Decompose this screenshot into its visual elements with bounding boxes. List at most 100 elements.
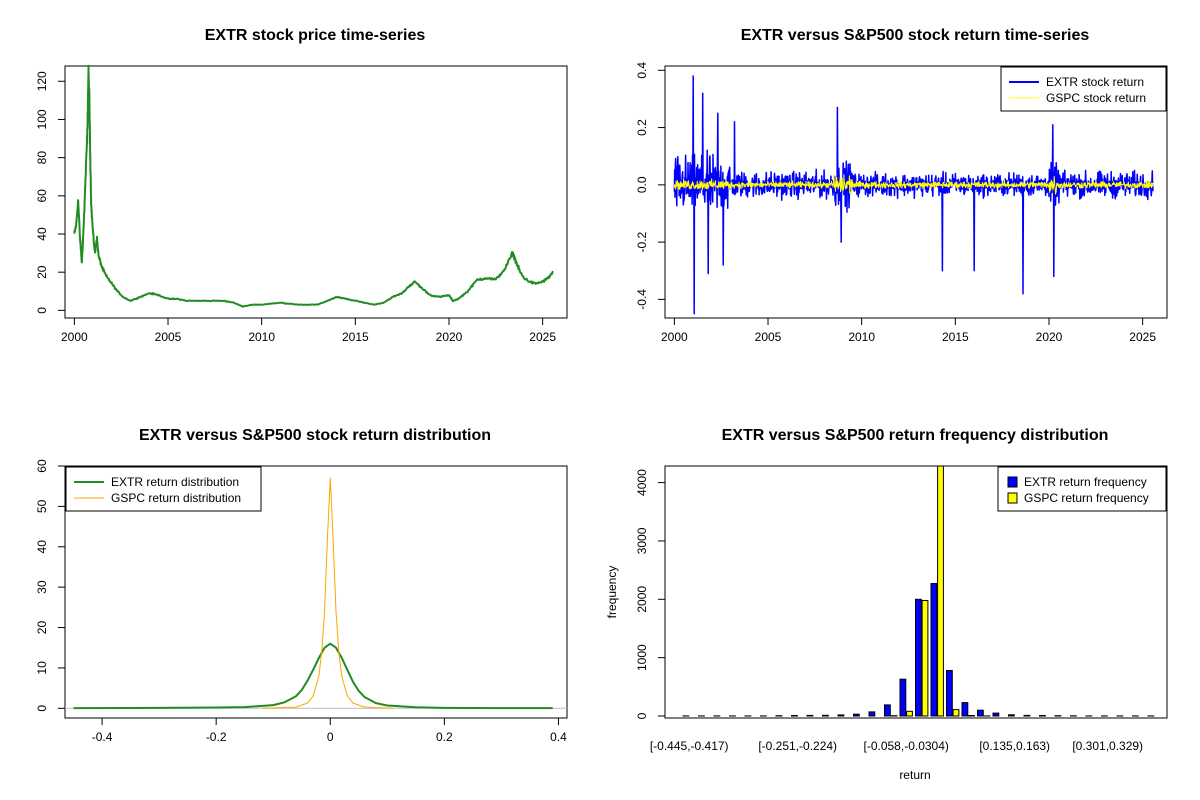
extr-frequency-bar: [837, 714, 845, 717]
extr-frequency-bar: [853, 713, 860, 717]
histogram-chart: EXTR versus S&P500 return frequency dist…: [605, 427, 1168, 782]
returns-x-tick-label: 2010: [848, 330, 875, 344]
density-x-tick-label: -0.4: [92, 730, 113, 744]
density-x-tick-label: 0.2: [436, 730, 453, 744]
gspc-frequency-bar: [968, 715, 975, 717]
density-y-tick-label: 10: [35, 661, 49, 675]
density-y-tick-label: 60: [35, 459, 49, 473]
returns-y-tick-label: 0.2: [635, 119, 649, 136]
extr-frequency-bar: [822, 714, 829, 717]
density-legend-label: GSPC return distribution: [111, 491, 241, 505]
density-y-tick-label: 50: [35, 499, 49, 513]
returns-x-axis: 2000 2005 2010 2015 2020 2025: [661, 317, 1156, 344]
density-y-tick-label: 20: [35, 621, 49, 635]
price-x-tick-label: 2025: [529, 330, 556, 344]
price-chart-title: EXTR stock price time-series: [205, 27, 426, 44]
extr-frequency-bar: [946, 670, 953, 717]
density-chart: EXTR versus S&P500 stock return distribu…: [35, 427, 568, 744]
histogram-series: [682, 465, 1155, 717]
price-chart: EXTR stock price time-series 2000 2005 201…: [35, 27, 568, 344]
price-y-tick-label: 80: [35, 151, 49, 165]
extr-frequency-bar: [915, 598, 922, 717]
price-y-tick-label: 0: [35, 307, 49, 314]
price-y-axis: 0 20 40 60 80 100 120: [35, 71, 66, 314]
returns-y-tick-label: 0.4: [635, 62, 649, 79]
returns-legend: EXTR stock return GSPC stock return: [1000, 66, 1167, 112]
histogram-x-label: return: [899, 768, 930, 782]
returns-x-tick-label: 2015: [942, 330, 969, 344]
price-x-tick-label: 2005: [155, 330, 182, 344]
histogram-legend: EXTR return frequency GSPC return frequen…: [997, 466, 1167, 512]
histogram-x-tick-label: [0.301,0.329): [1072, 739, 1143, 753]
histogram-legend-swatch: [1007, 492, 1018, 504]
histogram-y-label: frequency: [605, 566, 619, 619]
returns-legend-box: [1000, 66, 1167, 112]
extr-frequency-bar: [868, 711, 876, 717]
histogram-x-axis: [-0.445,-0.417) [-0.251,-0.224) [-0.058,-0…: [650, 739, 1143, 753]
price-x-tick-label: 2015: [342, 330, 369, 344]
histogram-y-tick-label: 4000: [635, 469, 649, 496]
gspc-frequency-bar: [921, 600, 929, 717]
returns-y-tick-label: -0.4: [635, 289, 649, 310]
returns-x-tick-label: 2005: [755, 330, 782, 344]
density-y-tick-label: 0: [35, 705, 49, 712]
histogram-x-tick-label: [-0.445,-0.417): [650, 739, 729, 753]
returns-legend-label: EXTR stock return: [1046, 75, 1144, 89]
extr-frequency-bar: [930, 583, 938, 717]
returns-y-axis: -0.4 -0.2 0.0 0.2 0.4: [635, 62, 666, 310]
histogram-y-tick-label: 1000: [635, 644, 649, 671]
density-y-axis: 0 10 20 30 40 50 60: [35, 459, 66, 712]
histogram-x-tick-label: [-0.251,-0.224): [758, 739, 837, 753]
density-legend: EXTR return distribution GSPC return dist…: [65, 466, 262, 512]
histogram-y-tick-label: 2000: [635, 586, 649, 613]
returns-legend-label: GSPC stock return: [1046, 91, 1146, 105]
density-y-tick-label: 40: [35, 540, 49, 554]
density-x-axis: -0.4 -0.2 0 0.2 0.4: [92, 717, 567, 744]
histogram-y-tick-label: 3000: [635, 527, 649, 554]
histogram-legend-box: [997, 466, 1167, 512]
price-x-tick-label: 2010: [248, 330, 275, 344]
returns-chart-title: EXTR versus S&P500 stock return time-ser…: [741, 27, 1090, 44]
extr-frequency-bar: [806, 714, 814, 717]
returns-x-tick-label: 2000: [661, 330, 688, 344]
extr-return-line: [673, 75, 1154, 315]
price-y-tick-label: 40: [35, 227, 49, 241]
price-y-tick-label: 20: [35, 265, 49, 279]
histogram-x-tick-label: [-0.058,-0.0304): [864, 739, 949, 753]
histogram-legend-label: GSPC return frequency: [1024, 491, 1149, 505]
returns-y-tick-label: -0.2: [635, 231, 649, 252]
density-legend-box: [65, 466, 262, 512]
density-legend-label: EXTR return distribution: [111, 475, 239, 489]
density-x-tick-label: 0.4: [550, 730, 567, 744]
returns-chart: EXTR versus S&P500 stock return time-ser…: [635, 27, 1168, 344]
returns-x-tick-label: 2020: [1036, 330, 1063, 344]
price-y-tick-label: 60: [35, 189, 49, 203]
extr-frequency-bar: [977, 709, 984, 717]
returns-y-tick-label: 0.0: [635, 176, 649, 193]
extr-frequency-bar: [1023, 714, 1031, 717]
histogram-legend-label: EXTR return frequency: [1024, 475, 1147, 489]
histogram-x-tick-label: [0.135,0.163): [979, 739, 1050, 753]
extr-frequency-bar: [884, 704, 891, 717]
returns-x-tick-label: 2025: [1129, 330, 1156, 344]
histogram-legend-swatch: [1007, 476, 1018, 488]
extr-frequency-bar: [992, 712, 1000, 717]
extr-frequency-bar: [791, 715, 798, 717]
histogram-y-tick-label: 0: [635, 712, 649, 719]
price-y-tick-label: 120: [35, 71, 49, 91]
returns-series: [673, 75, 1154, 315]
price-x-axis: 2000 2005 2010 2015 2020 2025: [61, 317, 556, 344]
density-x-tick-label: 0: [327, 730, 334, 744]
gspc-density-line: [261, 477, 394, 709]
price-series: [73, 64, 554, 308]
histogram-y-axis: 0 1000 2000 3000 4000: [635, 469, 666, 719]
density-chart-title: EXTR versus S&P500 stock return distribu…: [139, 427, 491, 444]
gspc-frequency-bar: [906, 710, 913, 717]
histogram-chart-title: EXTR versus S&P500 return frequency dist…: [722, 427, 1109, 444]
extr-frequency-bar: [1008, 714, 1015, 717]
extr-density-line: [73, 642, 553, 710]
gspc-return-line: [673, 174, 1154, 195]
price-y-tick-label: 100: [35, 109, 49, 129]
gspc-frequency-bar: [952, 709, 960, 717]
